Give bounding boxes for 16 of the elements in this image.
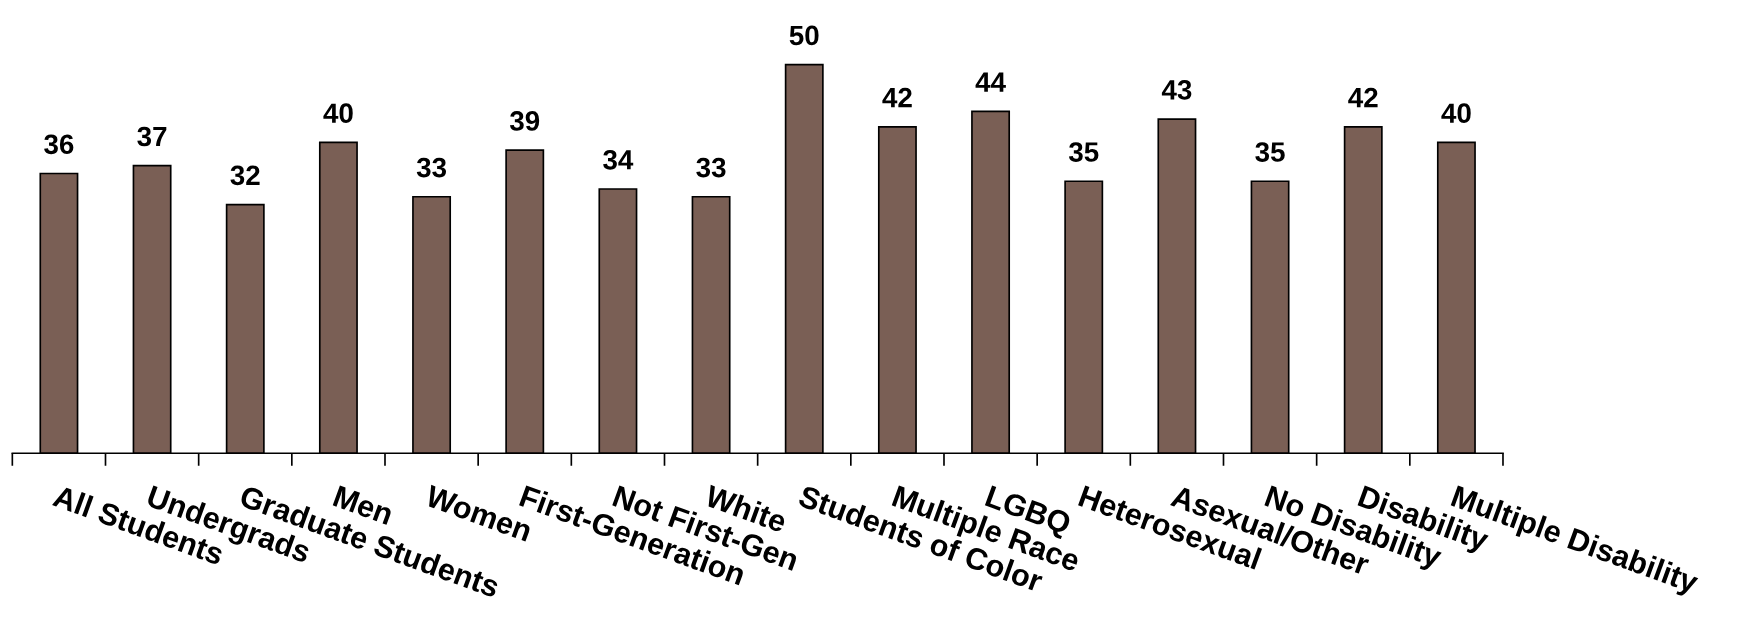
data-label: 33 <box>696 157 726 178</box>
data-label: 40 <box>1441 103 1471 124</box>
data-label: 36 <box>44 134 74 155</box>
data-label: 43 <box>1161 80 1192 100</box>
data-label: 42 <box>1348 87 1378 108</box>
data-label: 40 <box>323 103 353 124</box>
data-label: 42 <box>882 87 912 108</box>
data-label: 33 <box>416 157 447 178</box>
data-label: 44 <box>975 72 1006 92</box>
data-label: 50 <box>789 25 819 46</box>
data-label: 35 <box>1068 142 1099 162</box>
data-label: 35 <box>1255 142 1285 162</box>
data-label: 37 <box>137 126 167 147</box>
data-label: 39 <box>509 111 540 131</box>
data-label: 32 <box>230 165 260 186</box>
data-label: 34 <box>603 149 634 170</box>
